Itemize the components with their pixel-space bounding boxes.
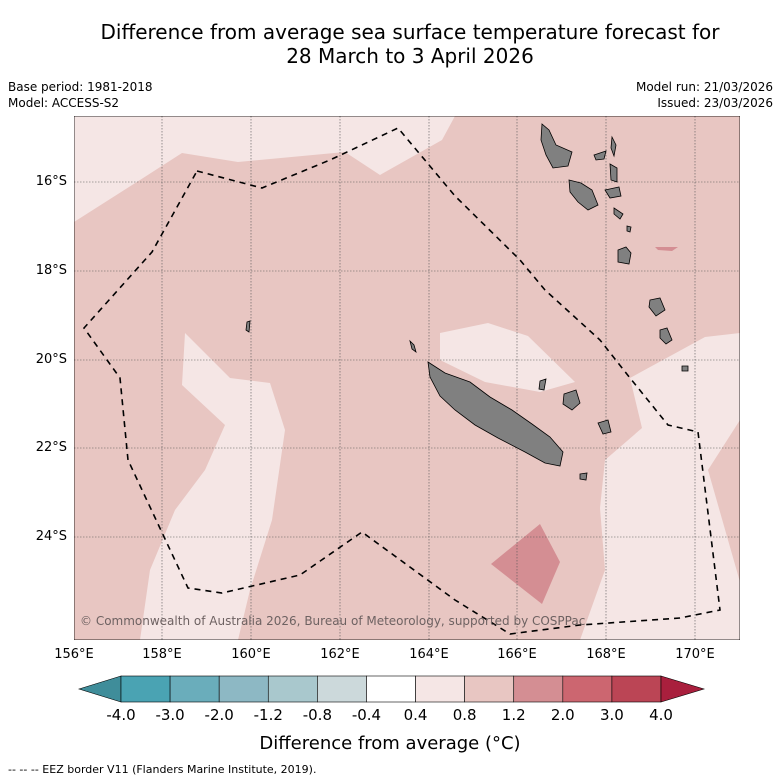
lon-label: 168°E	[586, 647, 626, 662]
colorbar-segment	[562, 675, 613, 703]
vanuatu-island	[609, 163, 618, 183]
colorbar-tick-label: -3.0	[155, 706, 185, 724]
vanuatu-island	[604, 186, 622, 199]
colorbar-segment	[169, 675, 220, 703]
model-run: Model run: 21/03/2026	[635, 80, 773, 94]
colorbar-tick-label: -0.8	[302, 706, 332, 724]
loyalty-island	[562, 389, 581, 411]
model-name: Model: ACCESS-S2	[8, 96, 120, 110]
colorbar-segment	[415, 675, 465, 703]
colorbar-tick-label: 0.4	[403, 706, 428, 724]
vanuatu-island	[659, 327, 673, 345]
vanuatu-island	[617, 246, 632, 265]
colorbar-tick-label: 1.2	[501, 706, 526, 724]
eez-legend-note: -- -- -- EEZ border V11 (Flanders Marine…	[8, 763, 317, 776]
anomaly-zone-central	[440, 323, 575, 392]
colorbar-segment	[366, 675, 416, 703]
colorbar-segment	[513, 675, 564, 703]
base-period: Base period: 1981-2018	[8, 80, 153, 94]
new-caledonia-island	[427, 361, 564, 467]
anomaly-zone-west	[140, 333, 285, 640]
colorbar-tick-label: -4.0	[106, 706, 136, 724]
colorbar-tick-label: 0.8	[452, 706, 477, 724]
lat-label: 18°S	[35, 263, 67, 278]
anomaly-zone-north	[74, 116, 455, 222]
map-title-line2: 28 March to 3 April 2026	[286, 44, 534, 68]
loyalty-island	[597, 419, 612, 435]
colorbar-tick-label: 2.0	[550, 706, 575, 724]
colorbar-tick-label: -2.0	[204, 706, 234, 724]
islet	[409, 339, 417, 354]
issued-date: Issued: 23/03/2026	[657, 96, 773, 110]
vanuatu-island	[568, 179, 599, 211]
colorbar-tick-label: -0.4	[351, 706, 382, 724]
lon-label: 156°E	[54, 647, 94, 662]
lon-label: 160°E	[231, 647, 271, 662]
colorbar-extend-low	[77, 675, 122, 703]
colorbar	[77, 675, 706, 703]
vanuatu-island	[610, 135, 617, 158]
lon-label: 166°E	[497, 647, 537, 662]
anomaly-zone-warm-small	[655, 247, 678, 251]
colorbar-segment	[267, 675, 318, 703]
islet	[681, 365, 689, 372]
lon-label: 162°E	[320, 647, 360, 662]
colorbar-extend-high	[660, 675, 706, 703]
eez-border	[82, 127, 721, 635]
copyright-text: © Commonwealth of Australia 2026, Bureau…	[80, 614, 586, 628]
colorbar-segment	[464, 675, 515, 703]
vanuatu-island	[613, 207, 624, 220]
lat-label: 24°S	[35, 529, 67, 544]
anomaly-zone-warm	[491, 524, 560, 604]
colorbar-segment	[317, 675, 367, 703]
anomaly-zone-east	[580, 333, 740, 640]
colorbar-tick-label: 3.0	[599, 706, 624, 724]
islet	[579, 472, 588, 481]
islet	[538, 378, 547, 391]
lon-label: 170°E	[675, 647, 715, 662]
islet	[245, 320, 251, 333]
vanuatu-island	[593, 150, 607, 161]
lon-label: 158°E	[142, 647, 182, 662]
map-panel	[74, 116, 740, 640]
lat-label: 22°S	[35, 440, 67, 455]
lon-label: 164°E	[409, 647, 449, 662]
colorbar-segment	[611, 675, 662, 703]
colorbar-tick-label: 4.0	[649, 706, 673, 724]
vanuatu-island	[648, 297, 666, 317]
map-title-line1: Difference from average sea surface temp…	[100, 20, 720, 44]
colorbar-label: Difference from average (°C)	[259, 733, 521, 754]
colorbar-segment	[120, 675, 171, 703]
graticule	[74, 116, 740, 640]
islet	[626, 225, 632, 233]
lat-label: 16°S	[35, 174, 67, 189]
lat-label: 20°S	[35, 352, 67, 367]
colorbar-segment	[218, 675, 269, 703]
colorbar-tick-label: -1.2	[253, 706, 283, 724]
land-masses	[245, 123, 689, 481]
vanuatu-island	[540, 123, 573, 169]
